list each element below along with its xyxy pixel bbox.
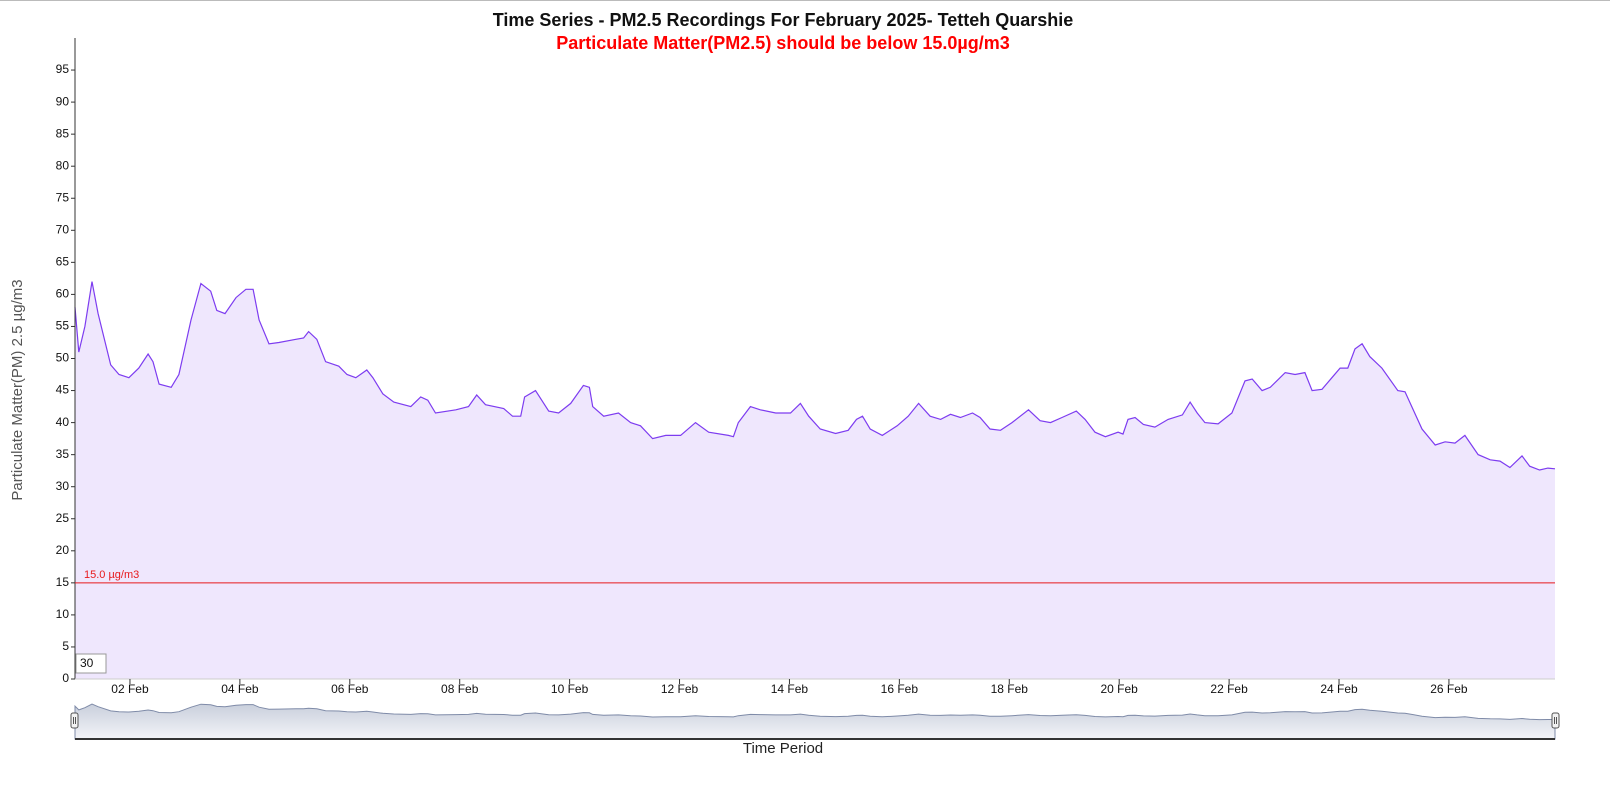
y-tick-label: 5	[62, 639, 69, 653]
zoom-input-value[interactable]: 30	[80, 656, 94, 670]
navigator-handle[interactable]	[70, 712, 79, 729]
chart-subtitle: Particulate Matter(PM2.5) should be belo…	[556, 33, 1009, 53]
y-tick-label: 25	[56, 511, 70, 525]
y-tick-label: 50	[56, 351, 70, 365]
y-tick-label: 55	[56, 319, 70, 333]
x-tick-label: 14 Feb	[771, 682, 809, 696]
x-tick-label: 06 Feb	[331, 682, 369, 696]
x-tick-label: 26 Feb	[1430, 682, 1468, 696]
navigator-handle[interactable]	[1551, 712, 1560, 729]
x-tick-label: 12 Feb	[661, 682, 699, 696]
y-tick-label: 20	[56, 543, 70, 557]
line	[74, 281, 1556, 471]
y-tick-label: 0	[62, 671, 69, 685]
zoom-input[interactable]	[75, 653, 107, 674]
area	[75, 281, 1555, 679]
y-tick-label: 65	[56, 255, 70, 269]
y-tick-label: 30	[56, 479, 70, 493]
y-tick-label: 95	[56, 62, 70, 76]
plot-area: 0 5 10 15 20 25 30 35 40 45 50 55 60 65 70 75 80 85 90 95 02…	[56, 38, 1556, 696]
y-tick-label: 45	[56, 383, 70, 397]
x-tick-label: 20 Feb	[1101, 682, 1139, 696]
y-tick-label: 80	[56, 158, 70, 172]
y-axis-label: Particulate Matter(PM) 2.5 µg/m3	[9, 279, 26, 500]
y-tick-label: 40	[56, 415, 70, 429]
threshold-label: 15.0 µg/m3	[84, 569, 139, 581]
y-tick-label: 90	[56, 94, 70, 108]
navigator	[70, 703, 1560, 740]
y-tick-label: 60	[56, 287, 70, 301]
y-tick-label: 85	[56, 126, 70, 140]
x-tick-label: 04 Feb	[221, 682, 259, 696]
navigator-area	[74, 703, 1556, 740]
x-tick-label: 16 Feb	[881, 682, 919, 696]
y-tick-label: 15	[56, 575, 70, 589]
x-tick-label: 22 Feb	[1210, 682, 1248, 696]
y-tick-label: 35	[56, 447, 70, 461]
x-tick-label: 18 Feb	[991, 682, 1029, 696]
x-tick-label: 02 Feb	[111, 682, 149, 696]
y-tick-label: 10	[56, 607, 70, 621]
y-tick-label: 70	[56, 222, 70, 236]
y-tick-label: 75	[56, 190, 70, 204]
x-axis-label: Time Period	[743, 740, 823, 757]
chart-title: Time Series - PM2.5 Recordings For Febru…	[493, 10, 1074, 30]
x-tick-label: 24 Feb	[1320, 682, 1358, 696]
x-tick-label: 08 Feb	[441, 682, 479, 696]
x-tick-label: 10 Feb	[551, 682, 589, 696]
